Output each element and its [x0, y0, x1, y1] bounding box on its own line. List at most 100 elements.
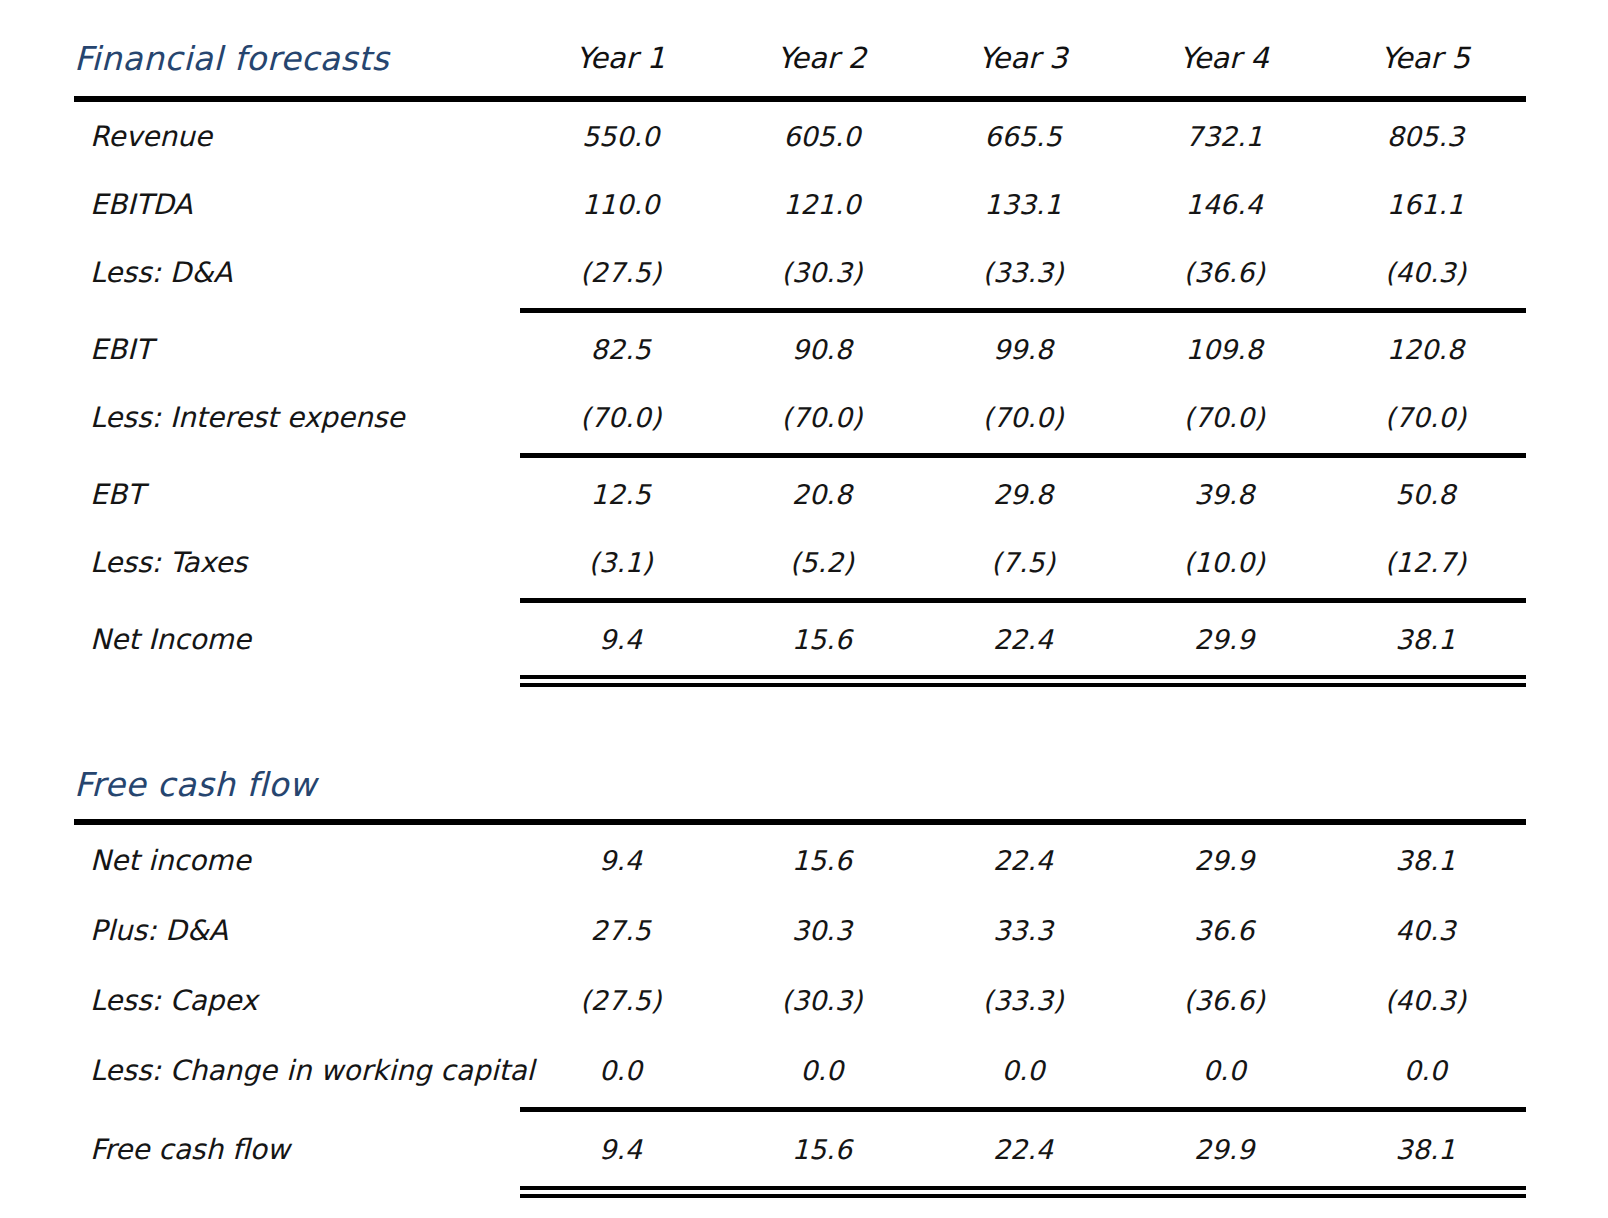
- value-cell: 15.6: [721, 1134, 922, 1165]
- column-header-year-2: Year 2: [721, 41, 922, 75]
- value-cell: 9.4: [520, 845, 721, 876]
- rule-bar: [520, 683, 1526, 687]
- value-cell: 22.4: [922, 845, 1123, 876]
- column-header-year-1: Year 1: [520, 41, 721, 75]
- row-label: Revenue: [74, 120, 520, 153]
- table-row: Net income9.415.622.429.938.1: [74, 825, 1526, 895]
- subtotal-rule: [520, 1107, 1526, 1112]
- value-cell: (70.0): [721, 402, 922, 433]
- value-cell: (7.5): [922, 547, 1123, 578]
- value-cell: 110.0: [520, 189, 721, 220]
- table-row: EBT12.520.829.839.850.8: [74, 460, 1526, 528]
- value-cell: 22.4: [922, 624, 1123, 655]
- rule-bar: [520, 1194, 1526, 1198]
- subtotal-rule: [520, 453, 1526, 458]
- value-cell: 9.4: [520, 624, 721, 655]
- table-header-row: Free cash flow: [74, 749, 1526, 819]
- subtotal-rule: [520, 598, 1526, 603]
- value-cell: 30.3: [721, 915, 922, 946]
- column-header-year-5: Year 5: [1325, 41, 1526, 75]
- value-cell: (27.5): [520, 257, 721, 288]
- table-row: EBIT82.590.899.8109.8120.8: [74, 315, 1526, 383]
- value-cell: 120.8: [1325, 334, 1526, 365]
- table-title: Free cash flow: [74, 765, 520, 804]
- value-cell: 20.8: [721, 479, 922, 510]
- value-cell: 121.0: [721, 189, 922, 220]
- value-cell: 805.3: [1325, 121, 1526, 152]
- value-cell: 33.3: [922, 915, 1123, 946]
- row-label: Less: Capex: [74, 984, 520, 1017]
- value-cell: 146.4: [1124, 189, 1325, 220]
- value-cell: 38.1: [1325, 624, 1526, 655]
- value-cell: 0.0: [520, 1055, 721, 1086]
- value-cell: 27.5: [520, 915, 721, 946]
- value-cell: 82.5: [520, 334, 721, 365]
- value-cell: (36.6): [1124, 257, 1325, 288]
- row-label: Less: Taxes: [74, 546, 520, 579]
- row-label: Plus: D&A: [74, 914, 520, 947]
- value-cell: (12.7): [1325, 547, 1526, 578]
- value-cell: 605.0: [721, 121, 922, 152]
- value-cell: (10.0): [1124, 547, 1325, 578]
- row-label: Less: Interest expense: [74, 401, 520, 434]
- table-row: Free cash flow9.415.622.429.938.1: [74, 1114, 1526, 1184]
- row-label: Net income: [74, 844, 520, 877]
- value-cell: 12.5: [520, 479, 721, 510]
- value-cell: 0.0: [721, 1055, 922, 1086]
- table-row: EBITDA110.0121.0133.1146.4161.1: [74, 170, 1526, 238]
- value-cell: 39.8: [1124, 479, 1325, 510]
- financial-model-sheet: Financial forecasts Year 1 Year 2 Year 3…: [0, 0, 1608, 1218]
- row-label: Less: Change in working capital: [74, 1054, 520, 1087]
- value-cell: (70.0): [520, 402, 721, 433]
- value-cell: (33.3): [922, 985, 1123, 1016]
- value-cell: 29.9: [1124, 624, 1325, 655]
- value-cell: (40.3): [1325, 257, 1526, 288]
- value-cell: (33.3): [922, 257, 1123, 288]
- value-cell: (70.0): [1124, 402, 1325, 433]
- table-row: Net Income9.415.622.429.938.1: [74, 605, 1526, 673]
- table-body: Revenue550.0605.0665.5732.1805.3EBITDA11…: [74, 102, 1526, 687]
- total-double-rule: [520, 675, 1526, 687]
- row-label: Free cash flow: [74, 1133, 520, 1166]
- value-cell: 36.6: [1124, 915, 1325, 946]
- value-cell: (5.2): [721, 547, 922, 578]
- row-label: Less: D&A: [74, 256, 520, 289]
- rule-bar: [520, 675, 1526, 679]
- row-label: Net Income: [74, 623, 520, 656]
- table-row: Plus: D&A27.530.333.336.640.3: [74, 895, 1526, 965]
- row-label: EBT: [74, 478, 520, 511]
- table-title: Financial forecasts: [74, 39, 520, 78]
- value-cell: 15.6: [721, 624, 922, 655]
- value-cell: 0.0: [922, 1055, 1123, 1086]
- value-cell: 38.1: [1325, 845, 1526, 876]
- value-cell: 99.8: [922, 334, 1123, 365]
- row-label: EBIT: [74, 333, 520, 366]
- financial-forecasts-table: Financial forecasts Year 1 Year 2 Year 3…: [74, 20, 1526, 687]
- value-cell: (70.0): [1325, 402, 1526, 433]
- table-row: Less: Interest expense(70.0)(70.0)(70.0)…: [74, 383, 1526, 451]
- value-cell: (30.3): [721, 257, 922, 288]
- table-row: Less: Change in working capital0.00.00.0…: [74, 1035, 1526, 1105]
- value-cell: 29.9: [1124, 1134, 1325, 1165]
- value-cell: 0.0: [1124, 1055, 1325, 1086]
- row-label: EBITDA: [74, 188, 520, 221]
- value-cell: 22.4: [922, 1134, 1123, 1165]
- column-header-year-3: Year 3: [922, 41, 1123, 75]
- value-cell: 29.8: [922, 479, 1123, 510]
- total-double-rule: [520, 1186, 1526, 1198]
- subtotal-rule: [520, 308, 1526, 313]
- value-cell: (27.5): [520, 985, 721, 1016]
- value-cell: 0.0: [1325, 1055, 1526, 1086]
- table-header-row: Financial forecasts Year 1 Year 2 Year 3…: [74, 20, 1526, 96]
- table-row: Revenue550.0605.0665.5732.1805.3: [74, 102, 1526, 170]
- table-row: Less: Taxes(3.1)(5.2)(7.5)(10.0)(12.7): [74, 528, 1526, 596]
- value-cell: 50.8: [1325, 479, 1526, 510]
- value-cell: (36.6): [1124, 985, 1325, 1016]
- value-cell: 9.4: [520, 1134, 721, 1165]
- value-cell: 665.5: [922, 121, 1123, 152]
- rule-bar: [520, 1186, 1526, 1190]
- value-cell: 732.1: [1124, 121, 1325, 152]
- value-cell: 550.0: [520, 121, 721, 152]
- value-cell: 133.1: [922, 189, 1123, 220]
- value-cell: (40.3): [1325, 985, 1526, 1016]
